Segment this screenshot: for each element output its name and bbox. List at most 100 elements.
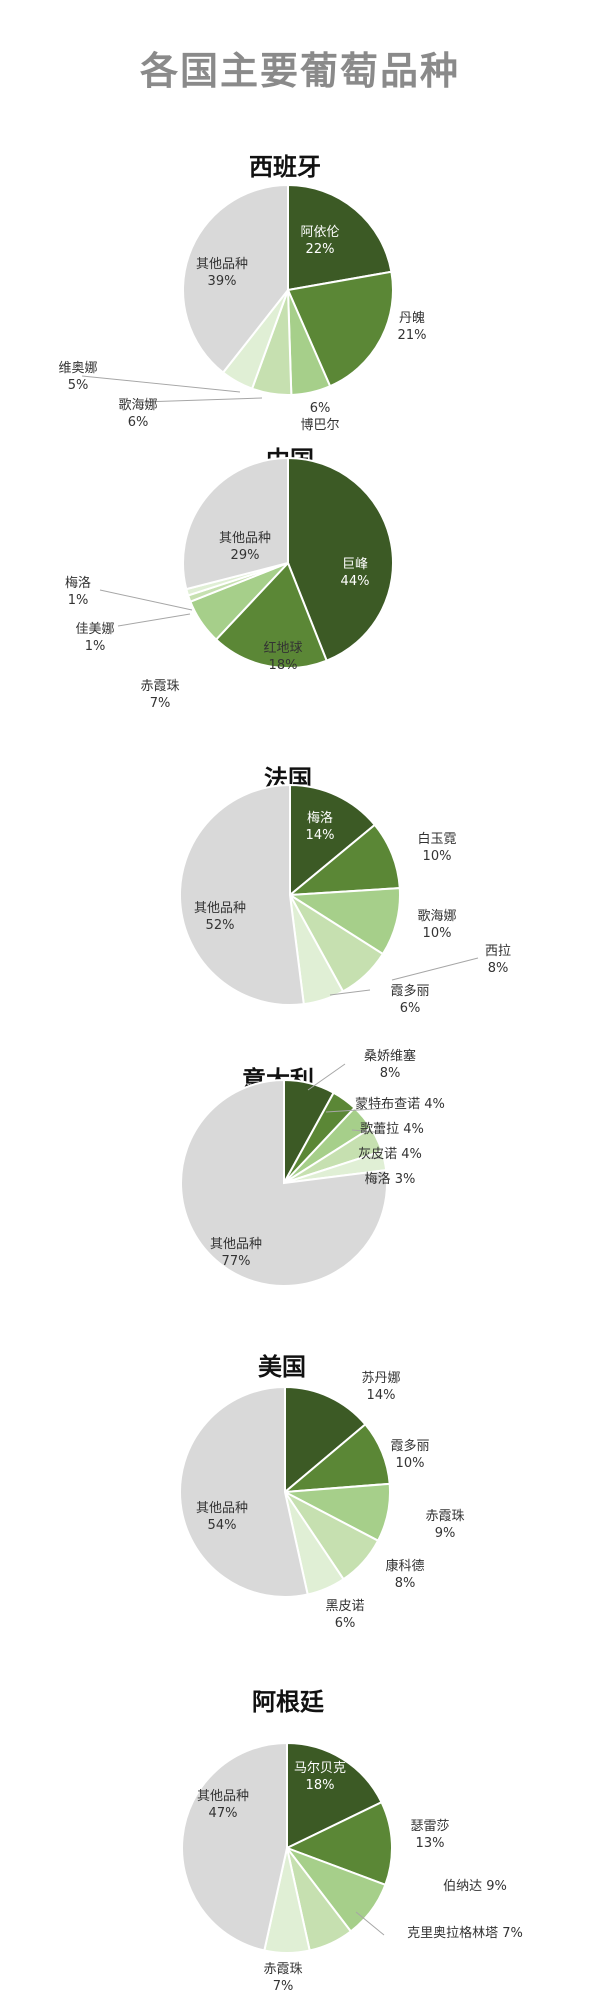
slice-name: 瑟雷莎 bbox=[410, 1819, 449, 1834]
slice-name: 佳美娜 bbox=[75, 622, 114, 637]
leader-line bbox=[391, 957, 479, 981]
leader-line bbox=[117, 613, 191, 627]
slice-name: 其他品种 bbox=[196, 257, 248, 272]
slice-percent: 8% bbox=[488, 961, 509, 976]
pie-slice bbox=[214, 561, 328, 669]
slice-percent: 1% bbox=[85, 639, 106, 654]
slice-label: 蒙特布查诺 4% bbox=[355, 1097, 445, 1112]
slice-percent: 14% bbox=[306, 828, 335, 843]
slice-name: 歌海娜 bbox=[417, 909, 456, 924]
slice-percent: 6% bbox=[400, 1001, 421, 1016]
pie-slice bbox=[286, 270, 394, 388]
slice-name: 霞多丽 bbox=[390, 1438, 429, 1454]
slice-name: 马尔贝克 bbox=[294, 1761, 346, 1776]
slice-name: 阿依伦 bbox=[300, 225, 339, 240]
slice-label: 梅洛 3% bbox=[365, 1172, 416, 1187]
slice-name: 其他品种 bbox=[219, 531, 271, 546]
slice-name: 赤霞珠 bbox=[140, 679, 179, 694]
slice-percent: 8% bbox=[395, 1576, 416, 1591]
leader-line bbox=[141, 397, 263, 403]
slice-percent: 10% bbox=[396, 1456, 425, 1471]
pie-slice bbox=[178, 783, 305, 1006]
slice-label: 克里奥拉格林塔 7% bbox=[407, 1925, 523, 1941]
chart-title: 西班牙 bbox=[249, 153, 321, 181]
slice-percent: 10% bbox=[423, 849, 452, 864]
chart-title: 阿根廷 bbox=[252, 1688, 325, 1716]
slice-percent: 1% bbox=[68, 593, 89, 608]
pie-chart-4: 美国 苏丹娜 14% 霞多丽 10% 赤霞珠 9% 康科德 8% 黑皮诺 6% 其他品种 54% bbox=[179, 1353, 465, 1631]
slice-percent: 7% bbox=[150, 696, 171, 711]
pie-slice bbox=[181, 1741, 288, 1952]
pie-slice bbox=[182, 456, 289, 591]
slice-percent: 52% bbox=[206, 918, 235, 933]
slice-name: 维奥娜 bbox=[58, 361, 97, 376]
slice-name: 白玉霓 bbox=[417, 831, 456, 847]
pie-slice bbox=[289, 783, 377, 898]
slice-name: 苏丹娜 bbox=[361, 1370, 400, 1386]
slice-percent: 6% bbox=[310, 401, 331, 416]
slice-percent: 8% bbox=[380, 1066, 401, 1081]
slice-name: 红地球 bbox=[263, 640, 302, 656]
slice-label: 灰皮诺 4% bbox=[358, 1147, 422, 1162]
pie-slice bbox=[179, 1385, 309, 1598]
pie-slice bbox=[180, 1078, 388, 1287]
slice-percent: 18% bbox=[306, 1778, 335, 1793]
pie-slice bbox=[286, 1741, 383, 1850]
slice-percent: 9% bbox=[435, 1526, 456, 1541]
chart-title: 美国 bbox=[258, 1353, 306, 1381]
slice-percent: 21% bbox=[398, 328, 427, 343]
slice-percent: 39% bbox=[208, 274, 237, 289]
slice-percent: 7% bbox=[273, 1979, 294, 1994]
slice-name: 其他品种 bbox=[210, 1237, 262, 1252]
slice-percent: 47% bbox=[209, 1806, 238, 1821]
slice-name: 梅洛 bbox=[65, 576, 91, 591]
main-title: 各国主要葡萄品种 bbox=[139, 49, 460, 93]
slice-name: 赤霞珠 bbox=[425, 1509, 464, 1524]
leader-line bbox=[325, 1107, 391, 1113]
slice-percent: 6% bbox=[335, 1616, 356, 1631]
slice-name: 其他品种 bbox=[194, 901, 246, 916]
slice-label: 伯纳达 9% bbox=[443, 1879, 507, 1894]
slice-percent: 54% bbox=[208, 1518, 237, 1533]
leader-line bbox=[351, 1129, 386, 1134]
slice-percent: 22% bbox=[306, 242, 335, 257]
pie-slice bbox=[287, 183, 393, 292]
leader-line bbox=[99, 589, 193, 611]
pie-slice bbox=[284, 1800, 393, 1887]
pie-slice bbox=[287, 456, 394, 662]
slice-name: 博巴尔 bbox=[300, 418, 339, 433]
slice-name: 霞多丽 bbox=[390, 983, 429, 999]
leader-line bbox=[81, 375, 241, 393]
slice-name: 歌海娜 bbox=[118, 398, 157, 413]
slice-percent: 5% bbox=[68, 378, 89, 393]
slice-percent: 14% bbox=[367, 1388, 396, 1403]
slice-name: 桑娇维塞 bbox=[364, 1048, 416, 1064]
slice-name: 康科德 bbox=[385, 1558, 424, 1574]
slice-percent: 44% bbox=[341, 574, 370, 589]
slice-name: 赤霞珠 bbox=[263, 1962, 302, 1977]
leader-line bbox=[307, 1063, 346, 1091]
slice-percent: 29% bbox=[231, 548, 260, 563]
slice-percent: 10% bbox=[423, 926, 452, 941]
pie-slice bbox=[182, 183, 289, 374]
slice-percent: 6% bbox=[128, 415, 149, 430]
slice-name: 巨峰 bbox=[342, 557, 368, 572]
pie-chart-3: 意大利桑娇维塞8%蒙特布查诺 4%歌蕾拉 4%灰皮诺 4%梅洛 3%其他品种77… bbox=[180, 1048, 445, 1287]
slice-name: 梅洛 bbox=[307, 811, 333, 826]
pie-slice bbox=[284, 1385, 367, 1495]
slice-name: 西拉 bbox=[485, 944, 511, 959]
slice-percent: 18% bbox=[269, 658, 298, 673]
slice-percent: 13% bbox=[416, 1836, 445, 1851]
slice-name: 其他品种 bbox=[197, 1789, 249, 1804]
slice-percent: 77% bbox=[222, 1254, 251, 1269]
leader-line bbox=[355, 1911, 385, 1936]
slice-name: 丹魄 bbox=[399, 310, 425, 326]
slice-name: 其他品种 bbox=[196, 1501, 248, 1516]
leader-line bbox=[329, 989, 371, 996]
